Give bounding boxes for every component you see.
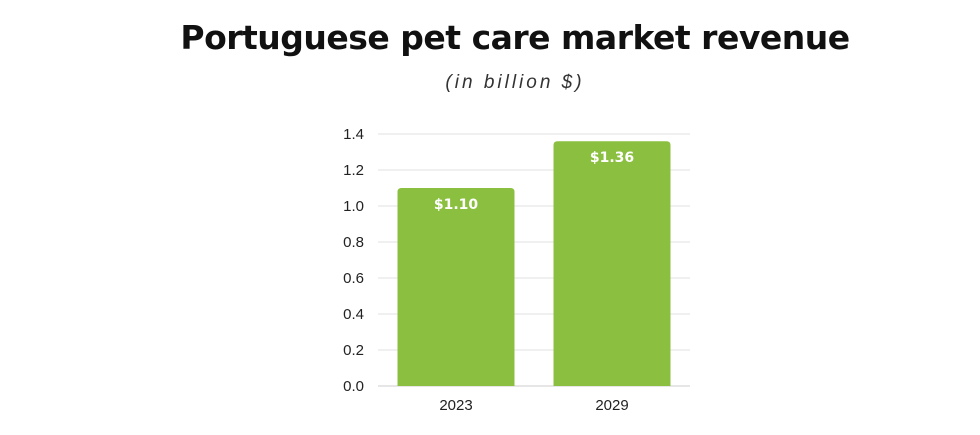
data-label: $1.10 (434, 197, 479, 213)
y-tick-label: 0.6 (343, 270, 364, 287)
bar-2023 (397, 188, 515, 386)
y-tick-label: 0.4 (343, 306, 364, 323)
x-axis: 2023 2029 (439, 397, 628, 414)
bars: $1.10 $1.36 (397, 141, 671, 386)
y-tick-label: 0.2 (343, 342, 364, 359)
y-tick-label: 0.0 (343, 378, 364, 395)
x-tick-label: 2029 (595, 397, 628, 414)
data-label: $1.36 (590, 150, 634, 166)
y-tick-label: 0.8 (343, 234, 364, 251)
y-tick-label: 1.2 (343, 162, 364, 179)
y-axis: 0.0 0.2 0.4 0.6 0.8 1.0 1.2 1.4 (343, 126, 364, 395)
y-tick-label: 1.4 (343, 126, 364, 143)
chart-title: Portuguese pet care market revenue (180, 18, 850, 57)
chart-subtitle: (in billion $) (445, 72, 585, 93)
y-tick-label: 1.0 (343, 198, 364, 215)
x-tick-label: 2023 (439, 397, 472, 414)
bar-2029 (553, 141, 671, 386)
